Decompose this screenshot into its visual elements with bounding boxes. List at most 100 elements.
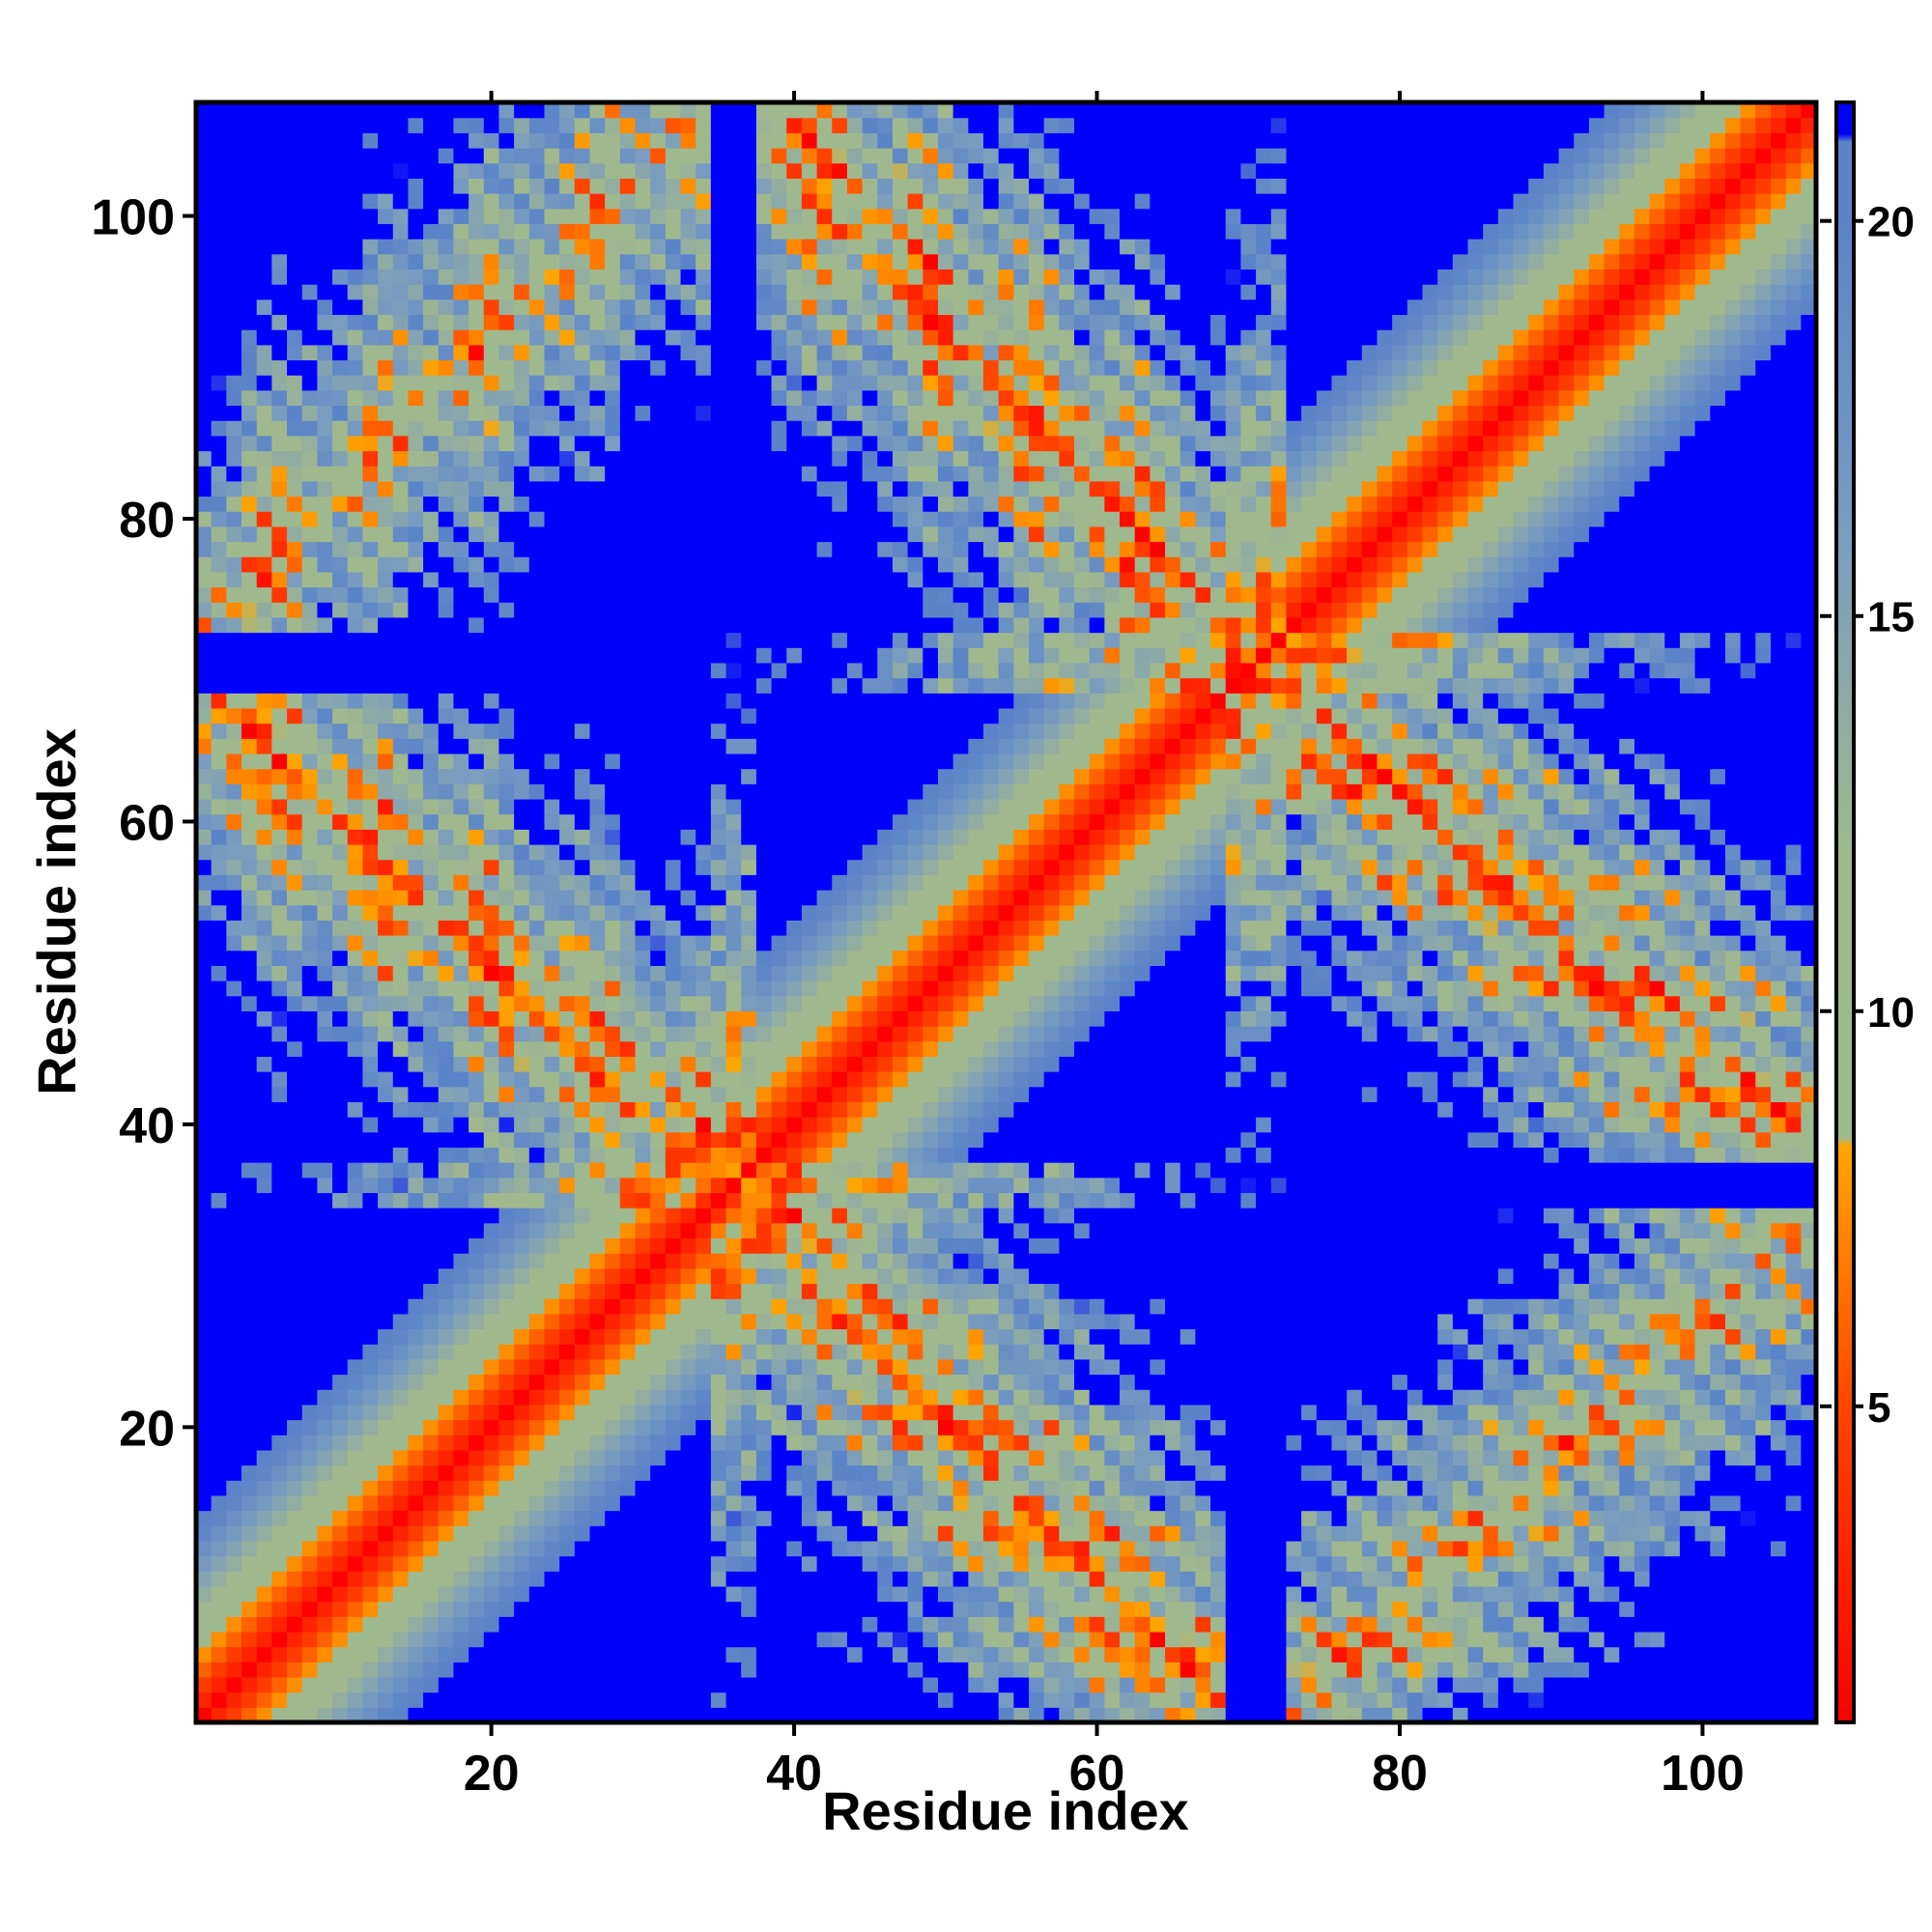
heatmap-cell — [1392, 1449, 1408, 1466]
heatmap-cell — [589, 1662, 606, 1678]
heatmap-cell — [559, 950, 576, 966]
heatmap-cell — [301, 344, 318, 361]
heatmap-cell — [574, 586, 591, 603]
heatmap-cell — [211, 632, 227, 648]
heatmap-cell — [1801, 1328, 1817, 1345]
heatmap-cell — [771, 1646, 787, 1662]
heatmap-cell — [574, 1298, 591, 1315]
heatmap-cell — [362, 677, 379, 694]
heatmap-cell — [483, 1253, 500, 1269]
heatmap-cell — [196, 1404, 213, 1421]
heatmap-cell — [982, 1374, 1000, 1390]
heatmap-cell — [408, 813, 424, 830]
heatmap-cell — [211, 935, 227, 952]
heatmap-cell — [1165, 1449, 1181, 1466]
heatmap-cell — [332, 1449, 349, 1466]
heatmap-cell — [1634, 1464, 1651, 1481]
heatmap-cell — [301, 904, 318, 921]
heatmap-cell — [846, 1691, 864, 1708]
heatmap-cell — [483, 1435, 500, 1451]
heatmap-cell — [347, 1010, 363, 1027]
heatmap-cell — [998, 1464, 1014, 1481]
heatmap-cell — [287, 783, 303, 800]
heatmap-cell — [378, 889, 394, 906]
heatmap-cell — [196, 375, 213, 391]
heatmap-cell — [271, 253, 288, 270]
heatmap-cell — [877, 1449, 894, 1466]
heatmap-cell — [498, 1117, 515, 1133]
heatmap-cell — [392, 405, 410, 421]
heatmap-cell — [1029, 1435, 1045, 1451]
heatmap-cell — [1588, 1419, 1605, 1435]
heatmap-cell — [256, 117, 272, 133]
heatmap-cell — [196, 1253, 213, 1269]
heatmap-cell — [619, 1707, 637, 1723]
heatmap-cell — [1331, 1555, 1348, 1572]
heatmap-cell — [1286, 1676, 1302, 1693]
heatmap-cell — [196, 1494, 213, 1512]
heatmap-cell — [1467, 1374, 1484, 1390]
heatmap-cell — [1558, 1419, 1575, 1435]
heatmap-cell — [952, 1676, 969, 1693]
heatmap-cell — [1801, 1571, 1817, 1587]
heatmap-cell — [1649, 1707, 1665, 1723]
heatmap-cell — [332, 1419, 349, 1435]
heatmap-cell — [1270, 1328, 1288, 1345]
heatmap-cell — [544, 329, 560, 346]
heatmap-cell — [696, 1374, 712, 1390]
heatmap-cell — [862, 1631, 878, 1648]
heatmap-cell — [528, 1283, 546, 1299]
heatmap-cell — [907, 1374, 923, 1390]
heatmap-cell — [438, 1540, 455, 1557]
heatmap-cell — [1437, 1707, 1454, 1723]
heatmap-cell — [1377, 1525, 1393, 1542]
heatmap-cell — [771, 1449, 787, 1466]
heatmap-cell — [256, 208, 272, 224]
heatmap-cell — [408, 1374, 424, 1390]
heatmap-cell — [438, 359, 455, 376]
heatmap-cell — [1361, 1389, 1378, 1406]
heatmap-cell — [196, 511, 213, 527]
heatmap-cell — [1422, 1691, 1438, 1708]
heatmap-cell — [1740, 1676, 1756, 1693]
heatmap-cell — [423, 1040, 440, 1057]
heatmap-cell — [362, 526, 379, 543]
heatmap-cell — [862, 1540, 878, 1557]
heatmap-cell — [256, 1131, 272, 1149]
heatmap-cell — [1074, 1540, 1091, 1557]
heatmap-cell — [589, 707, 606, 724]
heatmap-cell — [923, 1464, 939, 1481]
heatmap-cell — [786, 1435, 803, 1451]
heatmap-cell — [469, 995, 485, 1011]
heatmap-cell — [680, 1616, 696, 1633]
heatmap-cell — [528, 843, 546, 861]
heatmap-cell — [1301, 1631, 1318, 1648]
heatmap-cell — [438, 1344, 455, 1360]
heatmap-cell — [453, 511, 469, 527]
heatmap-cell — [1059, 1616, 1075, 1633]
heatmap-cell — [453, 1162, 469, 1179]
heatmap-cell — [1679, 1691, 1696, 1708]
heatmap-cell — [1074, 1601, 1091, 1617]
heatmap-cell — [453, 1298, 469, 1315]
heatmap-cell — [1043, 1631, 1060, 1648]
heatmap-cell — [619, 1510, 637, 1526]
heatmap-cell — [242, 1117, 258, 1133]
heatmap-cell — [1679, 1631, 1696, 1648]
heatmap-cell — [498, 813, 515, 830]
heatmap-cell — [544, 1040, 560, 1057]
heatmap-cell — [1074, 1555, 1091, 1572]
heatmap-cell — [483, 1707, 500, 1723]
heatmap-cell — [1074, 1480, 1091, 1496]
heatmap-cell — [1331, 1344, 1348, 1360]
heatmap-cell — [242, 1071, 258, 1088]
heatmap-cell — [392, 1464, 410, 1481]
heatmap-cell — [438, 1237, 455, 1254]
heatmap-cell — [301, 813, 318, 830]
heatmap-cell — [1619, 1435, 1635, 1451]
heatmap-cell — [544, 284, 560, 300]
heatmap-cell — [514, 148, 530, 164]
heatmap-cell — [483, 995, 500, 1011]
heatmap-cell — [317, 1222, 333, 1239]
heatmap-cell — [862, 1313, 878, 1330]
